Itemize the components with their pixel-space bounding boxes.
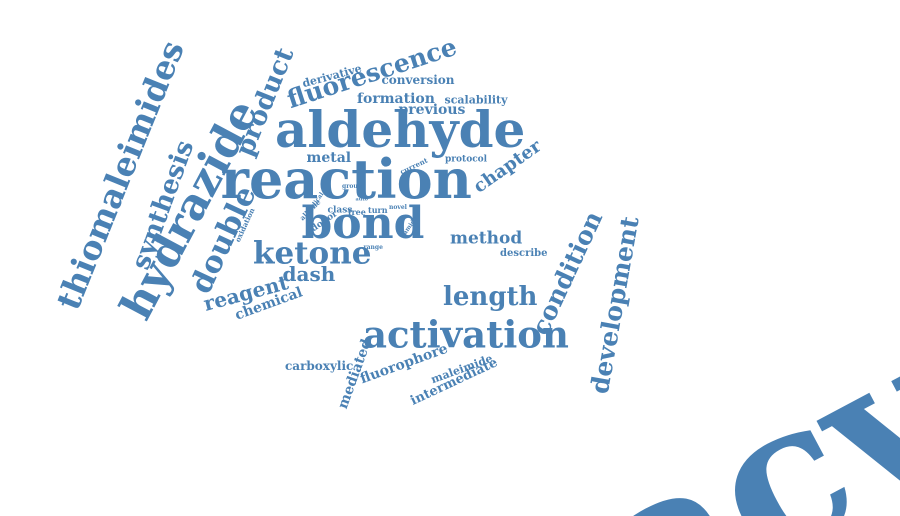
word-describe: describe — [500, 248, 548, 259]
word-range: range — [363, 244, 383, 251]
word-activation: activation — [363, 312, 569, 357]
word-turn: turn — [368, 205, 388, 215]
word-dash: dash — [282, 262, 336, 286]
word-novel: novel — [389, 204, 407, 211]
word-auto: auto — [355, 196, 369, 203]
word-group: group — [342, 183, 362, 190]
word-class: class — [327, 205, 353, 216]
word-scalability: scalability — [444, 93, 508, 107]
word-formation: formation — [357, 91, 435, 107]
word-ketone: ketone — [253, 235, 372, 272]
word-length: length — [443, 282, 538, 312]
word-reaction: reaction — [220, 147, 472, 211]
word-free: free — [348, 207, 366, 217]
word-metal: metal — [306, 150, 352, 166]
word-previous: previous — [398, 102, 466, 118]
word-protocol: protocol — [445, 154, 488, 165]
word-carboxylic: carboxylic — [285, 359, 354, 373]
word-aldehyde: aldehyde — [275, 100, 526, 159]
word-conversion: conversion — [381, 73, 455, 87]
word-method: method — [450, 228, 523, 249]
word-bond: bond — [301, 198, 425, 249]
